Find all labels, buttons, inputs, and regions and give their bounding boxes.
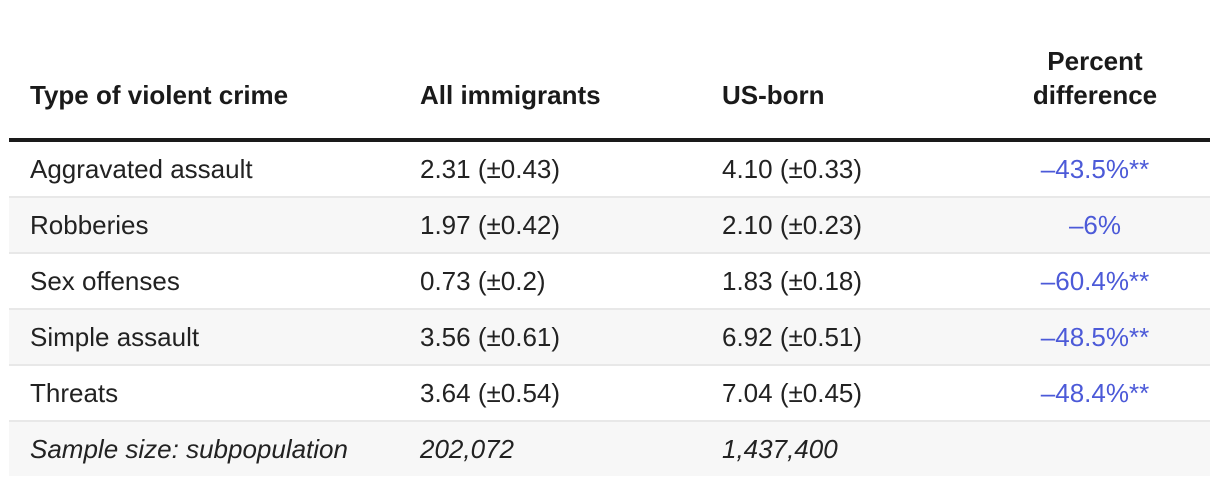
crime-type-cell: Aggravated assault <box>30 154 253 184</box>
percent-difference-cell: –48.4%** <box>1040 378 1150 408</box>
crime-type-cell: Threats <box>30 378 119 408</box>
sample-size-percent-difference-empty-cell <box>980 421 1210 476</box>
header-row: Type of violent crime All immigrants US-… <box>9 0 1210 142</box>
table-row-sex-offenses: Sex offenses 0.73 (±0.2) 1.83 (±0.18) –6… <box>9 253 1210 309</box>
sample-size-all-immigrants-cell: 202,072 <box>420 434 514 464</box>
percent-difference-cell: –48.5%** <box>1040 322 1150 352</box>
column-header-us-born: US-born <box>722 0 980 142</box>
sample-size-label-cell: Sample size: subpopulation <box>30 434 348 464</box>
percent-difference-cell: –60.4%** <box>1040 266 1150 296</box>
us-born-value-cell: 6.92 (±0.51) <box>722 322 863 352</box>
column-header-type-of-violent-crime: Type of violent crime <box>9 0 420 142</box>
percent-difference-cell: –6% <box>1068 210 1122 240</box>
us-born-value-cell: 7.04 (±0.45) <box>722 378 863 408</box>
crime-type-cell: Simple assault <box>30 322 200 352</box>
all-immigrants-value-cell: 0.73 (±0.2) <box>420 266 546 296</box>
all-immigrants-value-cell: 1.97 (±0.42) <box>420 210 561 240</box>
us-born-value-cell: 1.83 (±0.18) <box>722 266 863 296</box>
crime-type-cell: Sex offenses <box>30 266 180 296</box>
crime-type-cell: Robberies <box>30 210 149 240</box>
table-row-simple-assault: Simple assault 3.56 (±0.61) 6.92 (±0.51)… <box>9 309 1210 365</box>
column-header-percent-difference: Percent difference <box>980 0 1210 142</box>
all-immigrants-value-cell: 2.31 (±0.43) <box>420 154 561 184</box>
all-immigrants-value-cell: 3.56 (±0.61) <box>420 322 561 352</box>
percent-difference-header-label: Percent difference <box>1032 46 1158 110</box>
crime-rate-table-container: Type of violent crime All immigrants US-… <box>9 0 1210 476</box>
all-immigrants-value-cell: 3.64 (±0.54) <box>420 378 561 408</box>
sample-size-row: Sample size: subpopulation 202,072 1,437… <box>9 421 1210 476</box>
table-row-threats: Threats 3.64 (±0.54) 7.04 (±0.45) –48.4%… <box>9 365 1210 421</box>
us-born-value-cell: 2.10 (±0.23) <box>722 210 863 240</box>
percent-difference-cell: –43.5%** <box>1040 154 1150 184</box>
crime-comparison-table: Type of violent crime All immigrants US-… <box>9 0 1210 476</box>
column-header-all-immigrants: All immigrants <box>420 0 722 142</box>
us-born-value-cell: 4.10 (±0.33) <box>722 154 863 184</box>
table-row-robberies: Robberies 1.97 (±0.42) 2.10 (±0.23) –6% <box>9 197 1210 253</box>
table-row-aggravated-assault: Aggravated assault 2.31 (±0.43) 4.10 (±0… <box>9 140 1210 197</box>
sample-size-us-born-cell: 1,437,400 <box>722 434 838 464</box>
